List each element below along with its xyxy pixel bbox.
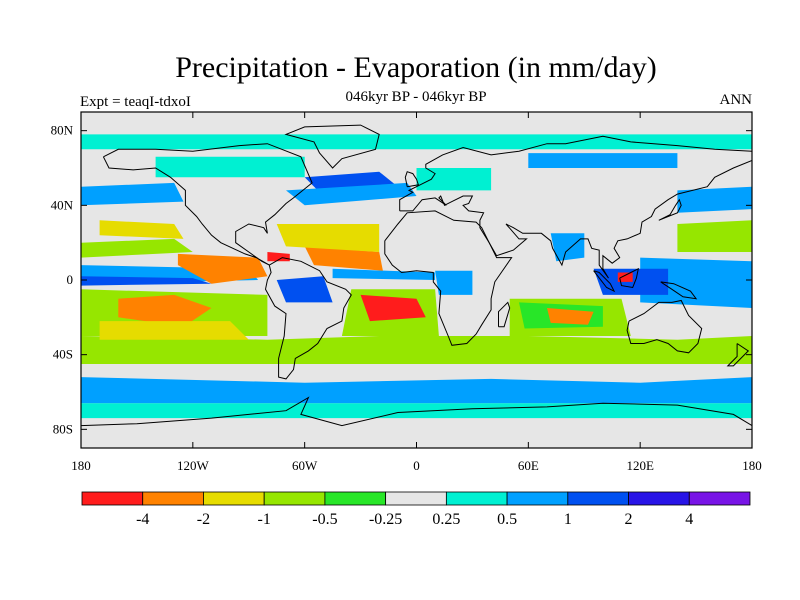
colorbar-swatch <box>567 491 629 506</box>
x-tick-label: 0 <box>413 458 420 473</box>
colorbar-label: 1 <box>564 511 572 528</box>
x-tick-label: 60E <box>518 458 539 473</box>
map-area <box>81 112 752 448</box>
colorbar-label: -2 <box>197 511 210 528</box>
africa-coast <box>384 210 513 346</box>
siberia-blue <box>528 153 678 168</box>
south-indian-dry <box>547 308 594 325</box>
y-tick-label: 0 <box>67 272 74 287</box>
colorbar-swatch <box>142 491 204 506</box>
new-guinea-coast <box>660 281 698 300</box>
east-pacific-orange <box>177 253 268 284</box>
eurasia-coast <box>399 135 752 279</box>
south-pacific-dry <box>118 294 212 327</box>
x-tick-label: 180 <box>742 458 762 473</box>
west-pacific-blue <box>640 257 752 308</box>
south-subtropic-green <box>81 336 752 364</box>
japan-coast <box>658 198 682 221</box>
north-pacific-green <box>81 238 193 258</box>
y-tick-label: 40N <box>51 197 74 212</box>
x-tick-label: 180 <box>71 458 91 473</box>
south-america-coast <box>264 257 352 380</box>
south-pacific-yellow <box>99 321 249 340</box>
antarctic-fringe <box>81 403 752 419</box>
uk-coast <box>404 171 420 188</box>
figure-title: Precipitation - Evaporation (in mm/day) <box>175 51 657 84</box>
congo-wet <box>435 270 473 295</box>
north-pacific-yellow <box>99 220 184 239</box>
caribbean-dry <box>267 252 290 262</box>
colorbar-label: -1 <box>258 511 271 528</box>
new-zealand-coast <box>726 343 750 367</box>
greenland-coast <box>284 124 380 169</box>
southern-ocean-blue <box>81 377 752 404</box>
colorbar-swatch <box>203 491 265 506</box>
borneo-coast <box>619 267 639 289</box>
north-pacific-mid <box>677 220 752 252</box>
y-tick-label: 40S <box>53 347 73 362</box>
y-tick-label: 80S <box>53 421 73 436</box>
colorbar-swatch <box>263 491 326 506</box>
sumatra-coast <box>593 270 616 293</box>
colorbar-swatch <box>688 491 751 506</box>
north-atlantic-blue <box>286 182 417 206</box>
colorbar-label: -0.25 <box>369 511 402 528</box>
north-atlantic-yellow <box>276 224 380 252</box>
y-tick-label: 80N <box>51 123 74 138</box>
madagascar-coast <box>498 301 511 328</box>
india-monsoon <box>550 233 585 262</box>
colorbar-swatch <box>324 491 387 506</box>
colorbar: -4 -2 -1 -0.5 -0.25 0.25 0.5 1 2 4 <box>81 491 751 528</box>
colorbar-label: 0.25 <box>432 511 460 528</box>
colorbar-label: 0.5 <box>497 511 517 528</box>
colorbar-swatch <box>445 491 508 506</box>
indonesia-dry-spot <box>617 272 633 282</box>
canada-cyan <box>155 156 305 178</box>
coastlines <box>81 124 752 427</box>
colorbar-swatch <box>385 491 447 506</box>
colorbar-label: 2 <box>625 511 633 528</box>
season-label: ANN <box>719 92 753 108</box>
north-pacific-storm <box>677 186 752 213</box>
north-pacific-east-storm <box>81 182 184 206</box>
experiment-label: Expt = teaqI-tdxoI <box>80 94 191 110</box>
south-atlantic-dry <box>360 294 426 322</box>
amazon-wet <box>276 276 333 303</box>
colorbar-label: 4 <box>685 511 693 528</box>
figure-subtitle: 046kyr BP - 046kyr BP <box>345 89 487 105</box>
x-tick-label: 120E <box>626 458 654 473</box>
north-america-coast <box>102 143 313 266</box>
colorbar-swatch <box>506 491 569 506</box>
europe-cyan <box>416 168 492 191</box>
x-tick-label: 120W <box>177 458 210 473</box>
north-atlantic-subtropic <box>304 246 383 271</box>
australia-coast <box>626 299 703 354</box>
antarctica-coast <box>81 396 752 427</box>
x-tick-label: 60W <box>292 458 318 473</box>
itcz-pacific-deep <box>81 276 212 286</box>
colorbar-label: -4 <box>136 511 149 528</box>
axis-ticks: 180 120W 60W 0 60E 120E 180 80N 40N 0 40S 80S <box>51 112 762 473</box>
colorbar-swatch <box>628 491 690 506</box>
colorbar-label: -0.5 <box>312 511 337 528</box>
colorbar-swatch <box>81 491 144 506</box>
pe-field <box>81 134 752 419</box>
arctic-cyan <box>81 134 752 150</box>
